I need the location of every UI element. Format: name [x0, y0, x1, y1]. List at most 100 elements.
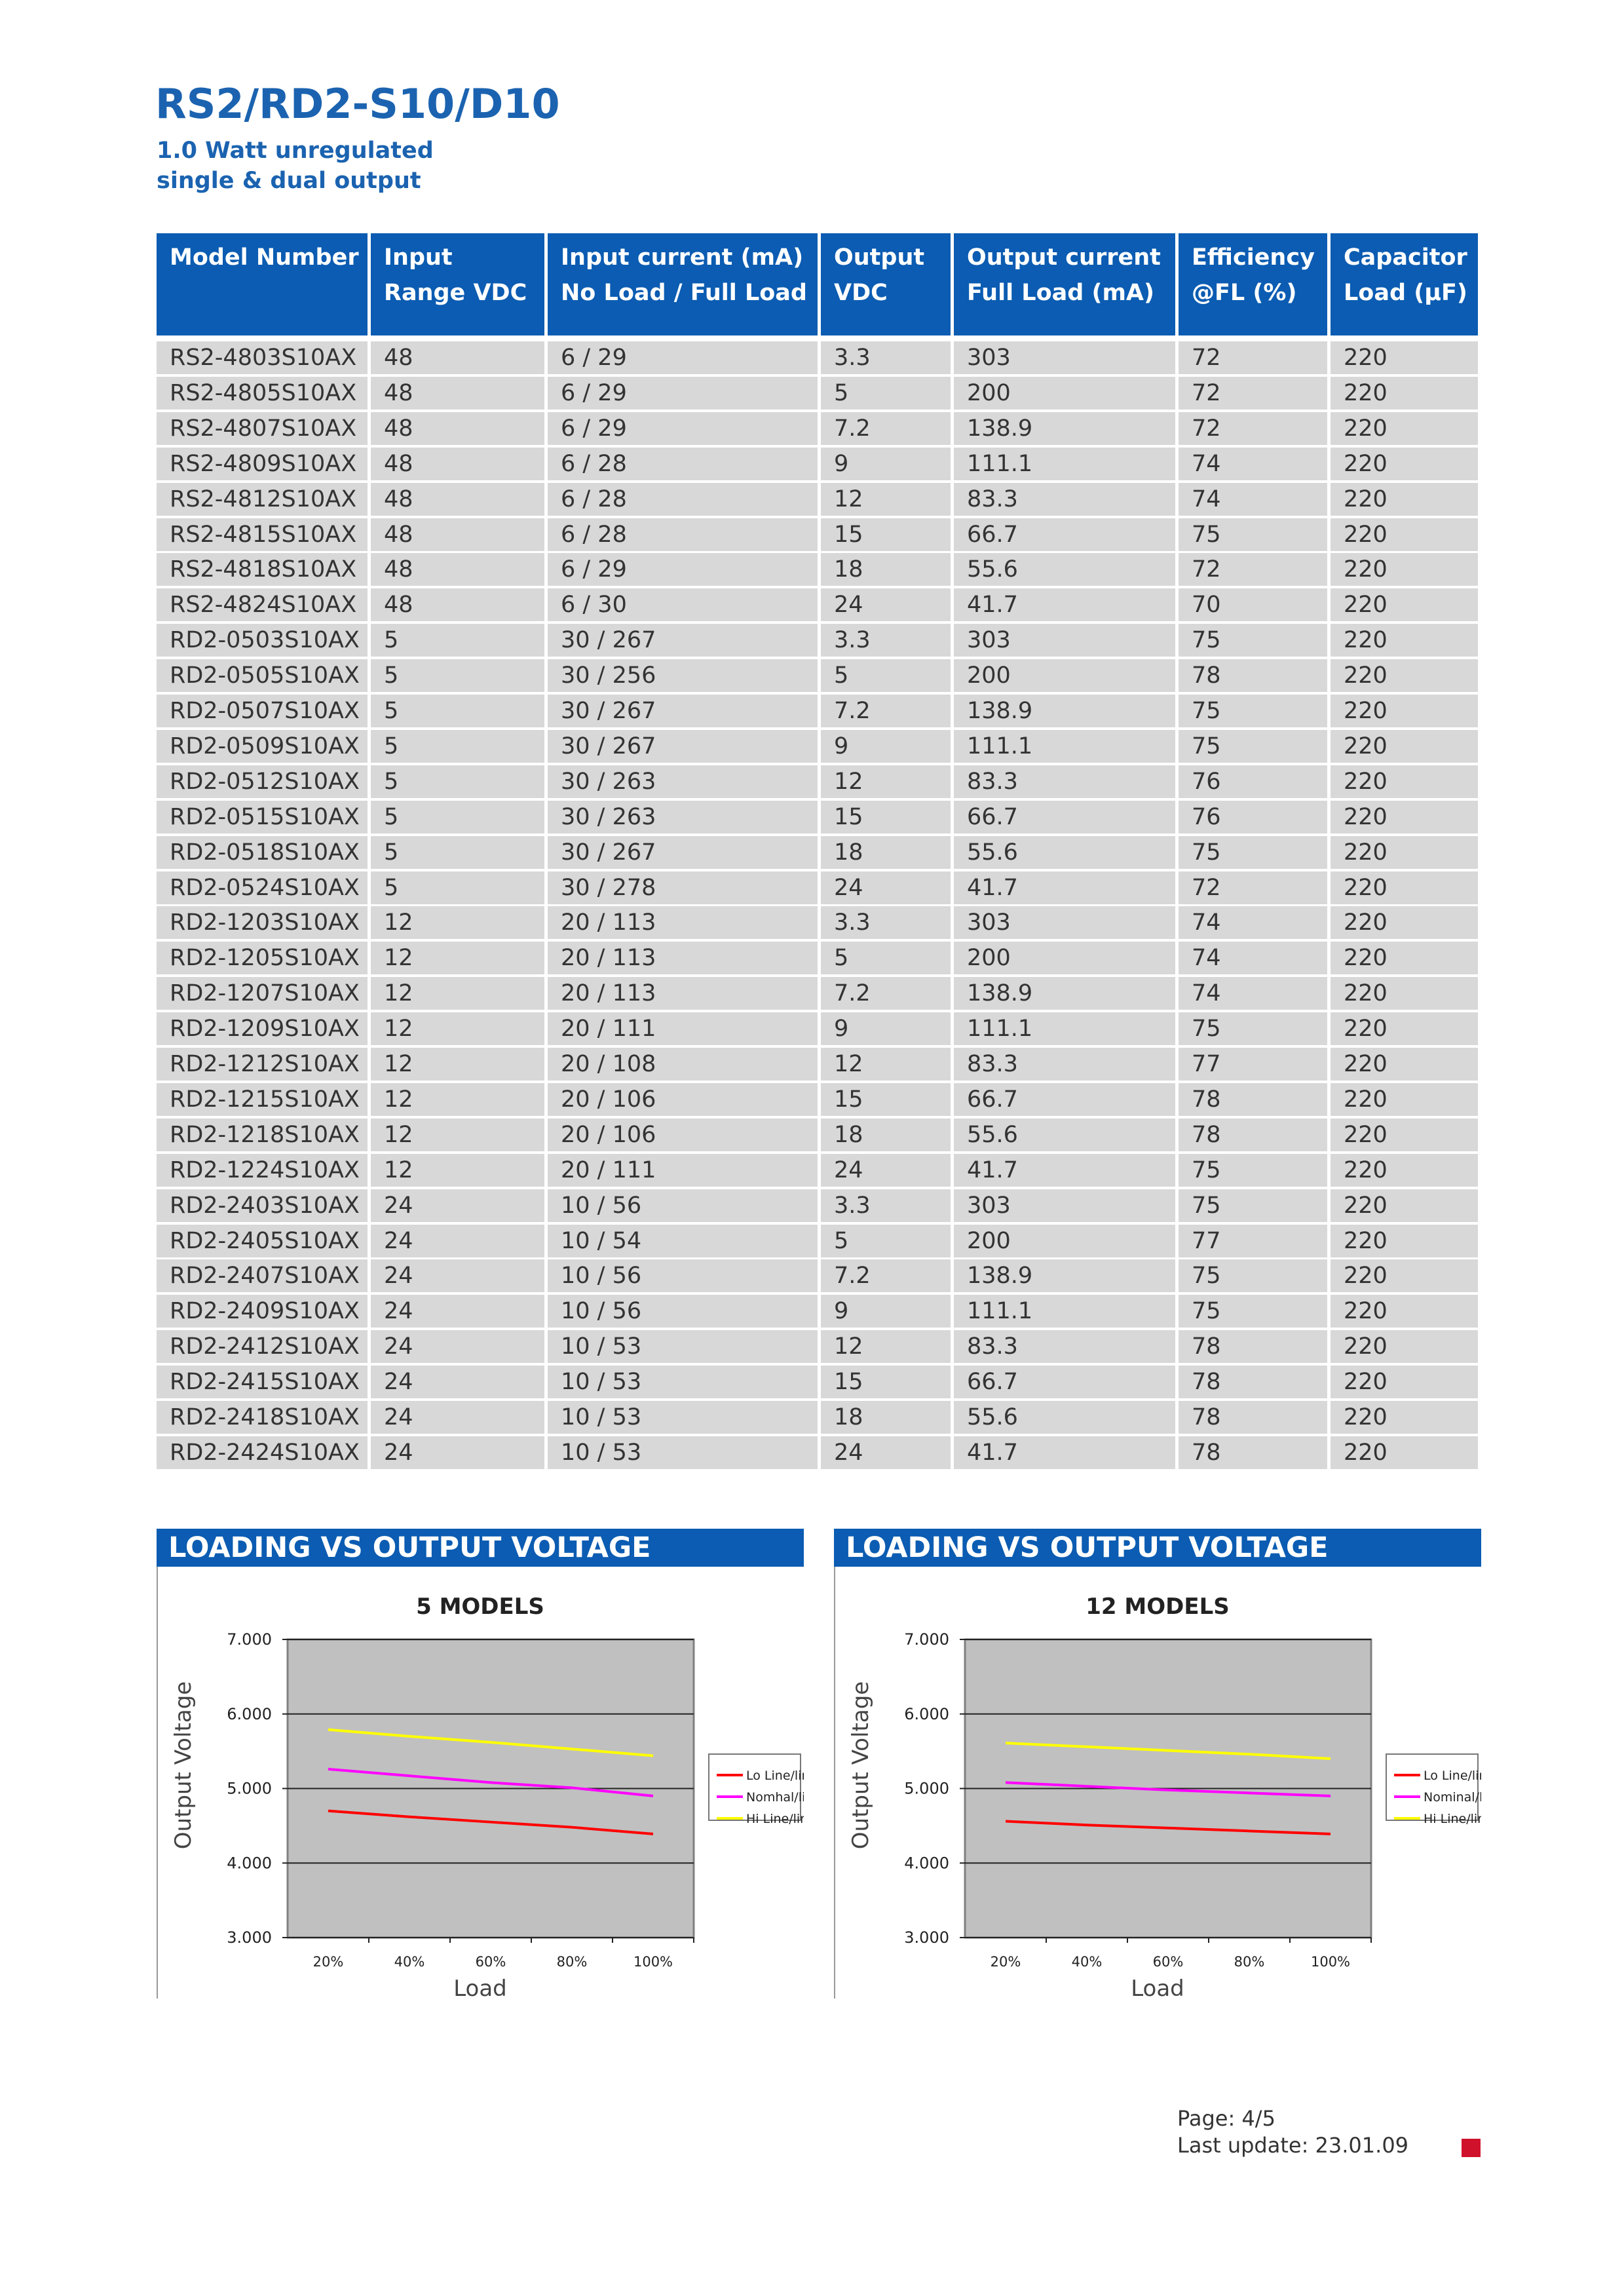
last-update: Last update: 23.01.09: [1177, 2133, 1409, 2158]
legend-box: [1386, 1753, 1479, 1821]
cell: 12: [371, 977, 544, 1010]
cell: 7.2: [821, 695, 951, 727]
cell: 220: [1331, 729, 1478, 763]
cell: 6 / 29: [548, 411, 818, 445]
y-tick-label: 4.000: [904, 1854, 949, 1872]
cell: RS2-4807S10AX: [157, 411, 368, 445]
cell: 10 / 56: [548, 1189, 818, 1222]
cell: RD2-0512S10AX: [157, 765, 368, 798]
cell: RS2-4815S10AX: [157, 518, 368, 551]
cell: 5: [821, 1224, 951, 1257]
cell: 41.7: [954, 588, 1175, 622]
x-axis-label: Load: [1131, 1976, 1184, 1999]
cell: 24: [821, 871, 951, 904]
header-cell: Output VDC: [821, 233, 951, 335]
cell: 111.1: [954, 729, 1175, 763]
cell: 70: [1179, 588, 1327, 622]
cell: 24: [371, 1295, 544, 1328]
cell: 55.6: [954, 553, 1175, 586]
y-tick-label: 5.000: [904, 1780, 949, 1798]
legend-label: Lo Line/lin: [746, 1769, 804, 1783]
header-cell: Capacitor Load (μF): [1331, 233, 1478, 335]
cell: 24: [821, 1436, 951, 1469]
header-text: Output current: [967, 244, 1161, 271]
cell: 12: [371, 1153, 544, 1187]
cell: 55.6: [954, 835, 1175, 869]
cell: 9: [821, 1012, 951, 1046]
cell: 220: [1331, 1259, 1478, 1293]
cell: 30 / 263: [548, 765, 818, 798]
cell: RD2-1209S10AX: [157, 1012, 368, 1046]
cell: 74: [1179, 977, 1327, 1010]
cell: 303: [954, 906, 1175, 940]
cell: RD2-0505S10AX: [157, 659, 368, 693]
cell: 6 / 28: [548, 482, 818, 516]
cell: 220: [1331, 942, 1478, 975]
cell: 220: [1331, 518, 1478, 551]
cell: 303: [954, 341, 1175, 374]
cell: 20 / 113: [548, 942, 818, 975]
cell: 75: [1179, 1189, 1327, 1222]
cell: RD2-1203S10AX: [157, 906, 368, 940]
cell: 5: [371, 800, 544, 833]
cell: 48: [371, 482, 544, 516]
cell: 15: [821, 1082, 951, 1116]
series-line: [1005, 1781, 1331, 1797]
cell: 9: [821, 729, 951, 763]
legend-label: Nominal/lin: [1424, 1790, 1481, 1805]
series-line: [328, 1809, 654, 1835]
cell: 24: [821, 1153, 951, 1187]
y-tick-label: 6.000: [904, 1705, 949, 1723]
cell: 24: [371, 1366, 544, 1399]
cell: 303: [954, 624, 1175, 657]
cell: 10 / 53: [548, 1330, 818, 1364]
cell: RD2-2412S10AX: [157, 1330, 368, 1364]
cell: 220: [1331, 447, 1478, 480]
header-text: Input current (mA): [561, 244, 804, 271]
cell: 20 / 108: [548, 1048, 818, 1081]
legend-label: Nomhal/lin: [746, 1790, 804, 1805]
cell: 10 / 54: [548, 1224, 818, 1257]
cell: 138.9: [954, 695, 1175, 727]
cell: RS2-4809S10AX: [157, 447, 368, 480]
cell: 6 / 29: [548, 341, 818, 374]
cell: 12: [371, 1048, 544, 1081]
cell: 75: [1179, 695, 1327, 727]
cell: 78: [1179, 659, 1327, 693]
cell: 24: [371, 1436, 544, 1469]
cell: 72: [1179, 871, 1327, 904]
cell: 74: [1179, 906, 1327, 940]
cell: 111.1: [954, 1295, 1175, 1328]
header-text: @FL (%): [1192, 280, 1297, 306]
cell: 5: [371, 659, 544, 693]
cell: 3.3: [821, 1189, 951, 1222]
cell: 30 / 278: [548, 871, 818, 904]
y-axis-label: Output Voltage: [170, 1681, 197, 1849]
cell: RD2-1224S10AX: [157, 1153, 368, 1187]
cell: 220: [1331, 906, 1478, 940]
cell: RD2-2407S10AX: [157, 1259, 368, 1293]
cell: 78: [1179, 1401, 1327, 1434]
x-tick-label: 40%: [1072, 1954, 1103, 1970]
cell: 12: [821, 1330, 951, 1364]
cell: 6 / 29: [548, 376, 818, 410]
x-axis-label: Load: [453, 1976, 507, 1999]
cell: 48: [371, 376, 544, 410]
cell: 20 / 106: [548, 1082, 818, 1116]
cell: 220: [1331, 659, 1478, 693]
cell: 5: [371, 871, 544, 904]
cell: 303: [954, 1189, 1175, 1222]
cell: 55.6: [954, 1118, 1175, 1151]
cell: 9: [821, 1295, 951, 1328]
cell: 138.9: [954, 977, 1175, 1010]
cell: 20 / 106: [548, 1118, 818, 1151]
y-tick-label: 3.000: [904, 1928, 949, 1947]
cell: 24: [371, 1330, 544, 1364]
cell: 18: [821, 553, 951, 586]
cell: 48: [371, 411, 544, 445]
cell: 138.9: [954, 1259, 1175, 1293]
cell: 220: [1331, 482, 1478, 516]
cell: 3.3: [821, 624, 951, 657]
x-tick-label: 20%: [313, 1954, 344, 1970]
header-cell: Input current (mA) No Load / Full Load: [548, 233, 818, 335]
